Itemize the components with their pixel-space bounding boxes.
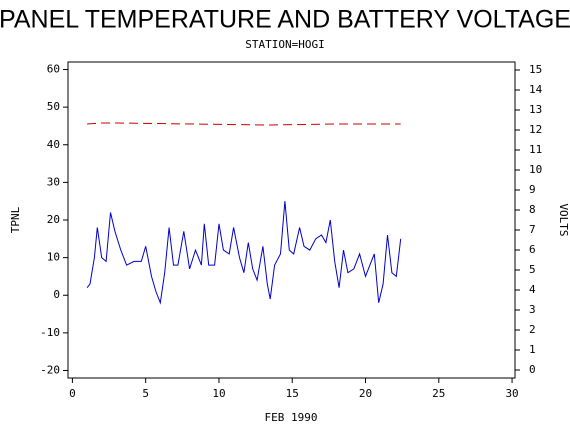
y-tick-label: 50 xyxy=(47,100,60,113)
y2-tick-label: 0 xyxy=(529,363,536,376)
y2-tick-label: 10 xyxy=(529,163,542,176)
y2-tick-label: 9 xyxy=(529,183,536,196)
y2-tick-label: 7 xyxy=(529,223,536,236)
x-tick-label: 10 xyxy=(212,387,225,400)
y2-tick-label: 14 xyxy=(529,83,543,96)
x-tick-label: 0 xyxy=(69,387,76,400)
y2-tick-label: 6 xyxy=(529,243,536,256)
x-axis-label: FEB 1990 xyxy=(265,411,318,424)
y-axis-label: TPNL xyxy=(9,206,22,233)
y-tick-label: 0 xyxy=(53,288,60,301)
y-tick-label: 60 xyxy=(47,63,60,76)
y-tick-label: -20 xyxy=(40,363,60,376)
data-line xyxy=(86,201,402,305)
x-tick-label: 15 xyxy=(286,387,299,400)
y-tick-label: -10 xyxy=(40,326,60,339)
x-tick-label: 25 xyxy=(432,387,445,400)
y2-tick-label: 15 xyxy=(529,63,542,76)
plot-frame xyxy=(67,61,516,379)
x-tick-label: 30 xyxy=(505,387,518,400)
y2-axis-label: VOLTS xyxy=(557,203,570,236)
y2-tick-label: 8 xyxy=(529,203,536,216)
y2-tick-label: 5 xyxy=(529,263,536,276)
y2-tick-label: 12 xyxy=(529,123,542,136)
y2-tick-label: 13 xyxy=(529,103,542,116)
y-tick-label: 10 xyxy=(47,251,60,264)
y2-tick-label: 3 xyxy=(529,303,536,316)
data-line xyxy=(87,122,401,126)
y2-tick-label: 2 xyxy=(529,323,536,336)
y2-tick-label: 1 xyxy=(529,343,536,356)
y2-tick-label: 4 xyxy=(529,283,536,296)
y-tick-label: 20 xyxy=(47,213,60,226)
chart-title: PANEL TEMPERATURE AND BATTERY VOLTAGE xyxy=(0,6,570,34)
y2-tick-label: 11 xyxy=(529,143,542,156)
x-tick-label: 5 xyxy=(142,387,149,400)
chart-subtitle: STATION=HOGI xyxy=(245,38,324,51)
x-tick-label: 20 xyxy=(359,387,372,400)
y-tick-label: 30 xyxy=(47,175,60,188)
y-tick-label: 40 xyxy=(47,138,60,151)
